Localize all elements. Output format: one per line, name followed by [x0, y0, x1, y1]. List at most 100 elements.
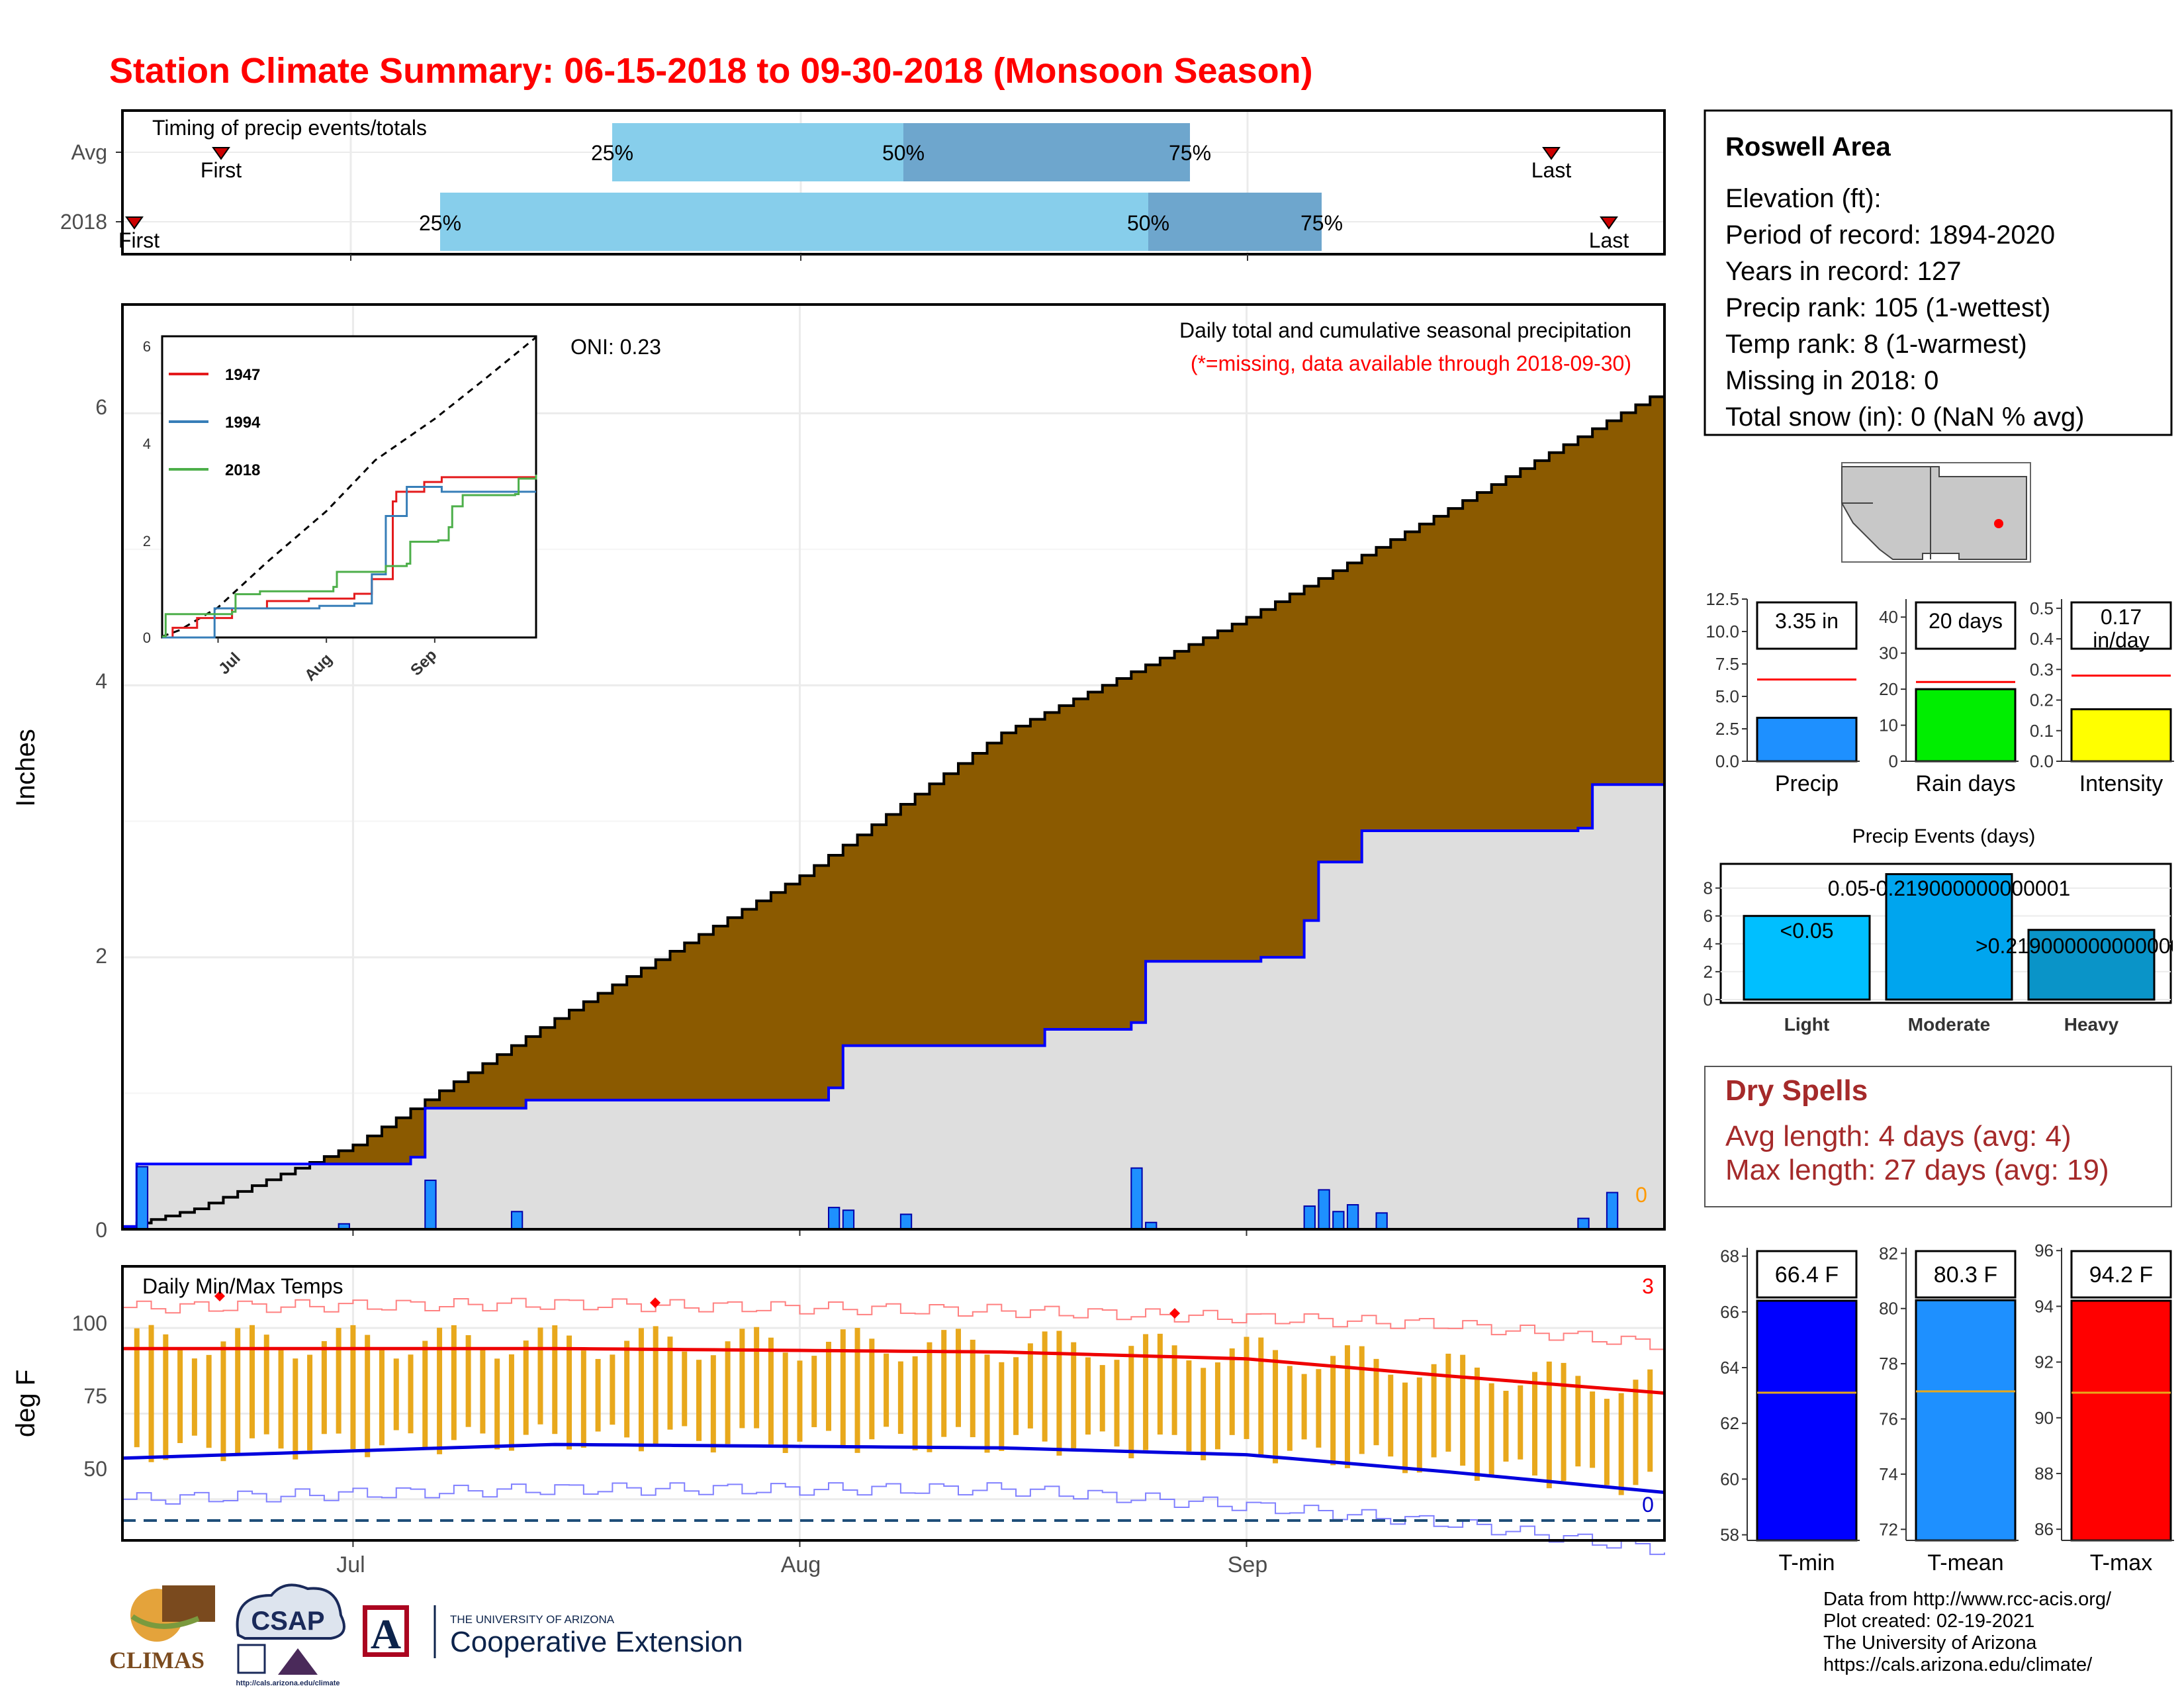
avg-50-75-bar: [903, 123, 1190, 181]
daily-precip-bar: [1303, 1205, 1316, 1230]
avg-last-marker: [1542, 147, 1561, 160]
daily-temp-bar: [854, 1328, 860, 1453]
daily-precip-bar: [1346, 1204, 1359, 1231]
summary-bar-charts: 0.0 2.5 5.0 7.5 10.0 12.5 Precip 3.35 in 0 10 20 30…: [1706, 589, 2174, 796]
ua-logo: A THE UNIVERSITY OF ARIZONA Cooperative …: [363, 1605, 743, 1658]
precip-ytick-2: 2: [95, 944, 107, 968]
daily-temp-bar: [336, 1328, 341, 1434]
events-tick-label: 2: [1704, 962, 1713, 982]
daily-temp-bar: [1503, 1391, 1509, 1462]
daily-temp-bar: [437, 1327, 443, 1454]
daily-temp-bar: [148, 1325, 154, 1462]
daily-temp-bar: [393, 1358, 399, 1430]
temp-value: 66.4 F: [1775, 1262, 1839, 1288]
avg-min-line: [122, 1442, 1665, 1495]
inset-ytick-6: 6: [143, 338, 151, 355]
daily-temp-bar: [710, 1355, 716, 1453]
summary-precip-tick-label: 7.5: [1715, 654, 1739, 674]
daily-temp-bar: [897, 1361, 903, 1434]
inset-chart: 0 2 4 6 Jul Aug Sep 1947 1994 2018: [143, 335, 537, 684]
station-temp-rank: Temp rank: 8 (1-warmest): [1725, 330, 2027, 359]
timing-row-avg: Avg: [71, 140, 107, 164]
summary-precip-tick-label: 10.0: [1706, 622, 1739, 641]
record-min-line: [122, 1482, 1665, 1556]
daily-temp-bar: [1388, 1374, 1394, 1457]
temperature-bar-charts: 58 60 62 64 66 68 T-min 66.4 F 72 74 76 78 80 82 T-mea…: [1720, 1241, 2174, 1575]
temp-t-max-tick-label: 90: [2034, 1408, 2054, 1428]
events-tick-label: 0: [1704, 990, 1713, 1009]
precip-ylabel: Inches: [11, 729, 40, 807]
daily-temp-bar: [739, 1329, 745, 1429]
events-bar-label: Light: [1784, 1014, 1829, 1035]
daily-temp-bar: [307, 1354, 313, 1451]
daily-temp-bar: [537, 1327, 543, 1425]
precip-events-title: Precip Events (days): [1852, 825, 2036, 847]
temp-t-mean-label: T-mean: [1927, 1550, 2003, 1575]
dry-spells-title: Dry Spells: [1725, 1074, 1868, 1107]
events-tick-label: 4: [1704, 934, 1713, 954]
daily-temp-bar: [782, 1352, 788, 1453]
station-years: Years in record: 127: [1725, 257, 1962, 286]
daily-temp-bar: [1532, 1372, 1538, 1476]
events-bar: [1885, 873, 2013, 1001]
events-bar-label: Moderate: [1908, 1014, 1990, 1035]
temp-t-min-label: T-min: [1779, 1550, 1835, 1575]
footer-line-4: https://cals.arizona.edu/climate/: [1823, 1654, 2093, 1675]
summary-intensity-value-box: [2070, 601, 2172, 650]
daily-temp-bar: [768, 1337, 774, 1444]
temp-t-mean-bar: [1915, 1299, 2017, 1542]
summary-precip-value-box: [1756, 601, 1858, 650]
daily-temp-bar: [1157, 1333, 1163, 1435]
daily-temp-bar: [638, 1328, 644, 1452]
daily-temp-bar: [494, 1358, 500, 1450]
temp-t-max-label: T-max: [2090, 1550, 2152, 1575]
summary-precip-chart: 0.0 2.5 5.0 7.5 10.0 12.5 Precip 3.35 in: [1706, 589, 1860, 796]
station-snow: Total snow (in): 0 (NaN % avg): [1725, 402, 2084, 432]
daily-temp-bar: [1214, 1362, 1220, 1450]
temp-t-min-tick-label: 58: [1720, 1525, 1739, 1545]
daily-temp-bar: [1647, 1369, 1653, 1472]
daily-temp-bar: [653, 1326, 659, 1446]
daily-temp-bar: [1575, 1376, 1581, 1467]
daily-temp-bar: [1330, 1356, 1336, 1466]
daily-temp-bar: [1258, 1337, 1264, 1457]
daily-temp-bar: [1099, 1365, 1105, 1432]
daily-temp-bar: [379, 1350, 385, 1446]
summary-intensity-tick-label: 0.2: [2030, 690, 2054, 710]
summary-precip-bar: [1756, 716, 1858, 763]
dry-spells-max: Max length: 27 days (avg: 19): [1725, 1154, 2109, 1186]
avg-p25-label: 25%: [591, 141, 633, 165]
daily-precip-bar: [136, 1166, 149, 1231]
daily-temp-bar: [408, 1354, 414, 1434]
events-tick-label: 6: [1704, 906, 1713, 926]
summary-rain-days-value-box: [1915, 601, 2017, 650]
daily-precip-bar: [828, 1207, 841, 1230]
station-location-dot: [1994, 519, 2003, 528]
daily-temp-bar: [1359, 1346, 1365, 1454]
daily-temp-bar: [523, 1340, 529, 1435]
daily-temp-bar: [220, 1341, 226, 1462]
temp-t-mean-tick-label: 76: [1879, 1409, 1898, 1429]
daily-temp-bar: [1604, 1399, 1610, 1485]
daily-temp-bar: [278, 1349, 284, 1449]
daily-temp-bar: [1114, 1360, 1120, 1447]
daily-temp-bar: [1027, 1343, 1033, 1429]
temp-t-max-chart: 86 88 90 92 94 96 T-max 94.2 F: [2034, 1241, 2174, 1575]
temp-t-max-value-box: [2070, 1250, 2172, 1299]
daily-temp-bar: [1561, 1362, 1567, 1481]
summary-value: 3.35 in: [1775, 609, 1839, 633]
climas-text: CLIMAS: [109, 1647, 205, 1673]
daily-temp-bar: [235, 1328, 241, 1456]
daily-temp-bar: [249, 1325, 255, 1438]
daily-temp-bar: [508, 1354, 514, 1451]
daily-temp-bar: [754, 1327, 760, 1429]
footer-line-2: Plot created: 02-19-2021: [1823, 1611, 2034, 1632]
record-marker-2: [650, 1297, 660, 1308]
temp-t-min-chart: 58 60 62 64 66 68 T-min 66.4 F: [1720, 1246, 1860, 1575]
daily-temp-bar: [451, 1325, 457, 1440]
temp-value: 94.2 F: [2089, 1262, 2153, 1288]
daily-precip-bar: [1606, 1192, 1619, 1230]
daily-temp-bar: [1445, 1353, 1451, 1452]
inset-legend-1947: 1947: [225, 366, 260, 384]
inset-legend-1994: 1994: [225, 414, 261, 432]
